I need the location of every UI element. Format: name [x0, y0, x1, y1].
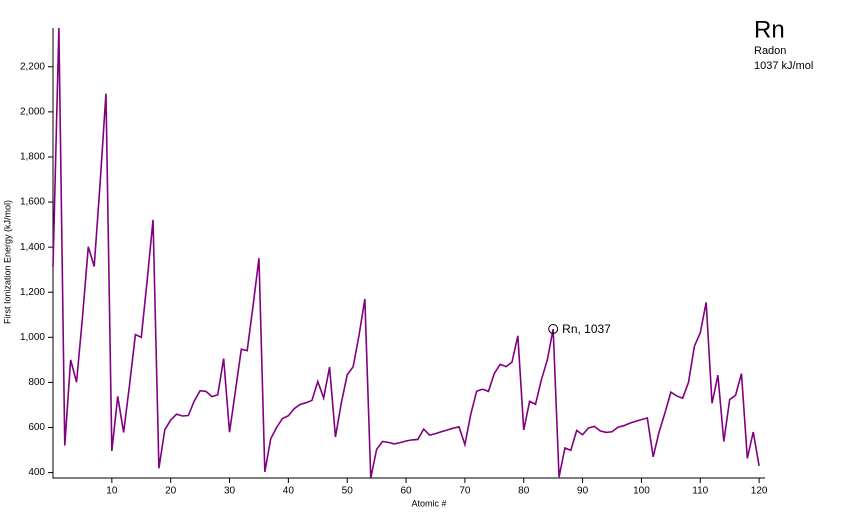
info-symbol: Rn: [754, 16, 785, 43]
info-name: Radon: [754, 45, 786, 57]
x-tick-label: 120: [751, 486, 768, 497]
y-tick-label: 2,200: [20, 61, 45, 72]
x-tick-label: 10: [106, 486, 118, 497]
y-tick-label: 1,000: [20, 332, 45, 343]
x-tick-label: 30: [224, 486, 236, 497]
highlight-label: Rn, 1037: [562, 322, 611, 336]
y-tick-label: 600: [28, 422, 45, 433]
y-tick-label: 1,200: [20, 287, 45, 298]
x-tick-label: 20: [165, 486, 177, 497]
y-tick-label: 1,800: [20, 152, 45, 163]
x-tick-label: 60: [400, 486, 412, 497]
y-tick-label: 1,600: [20, 197, 45, 208]
x-tick-label: 50: [342, 486, 354, 497]
highlight-marker: [548, 323, 559, 334]
y-tick-label: 1,400: [20, 242, 45, 253]
y-tick-label: 800: [28, 377, 45, 388]
axis-line: [52, 28, 765, 479]
y-axis-label: First Ionization Energy (kJ/mol): [2, 200, 12, 324]
y-tick-label: 2,000: [20, 107, 45, 118]
x-tick-label: 90: [577, 486, 589, 497]
x-tick-label: 70: [459, 486, 471, 497]
x-tick-label: 40: [283, 486, 295, 497]
x-tick-label: 100: [633, 486, 650, 497]
y-tick-label: 400: [28, 467, 45, 478]
x-tick-label: 110: [692, 486, 708, 497]
info-energy: 1037 kJ/mol: [754, 60, 813, 72]
x-axis-label: Atomic #: [411, 498, 446, 508]
data-line: [52, 27, 760, 479]
x-tick-label: 80: [518, 486, 530, 497]
